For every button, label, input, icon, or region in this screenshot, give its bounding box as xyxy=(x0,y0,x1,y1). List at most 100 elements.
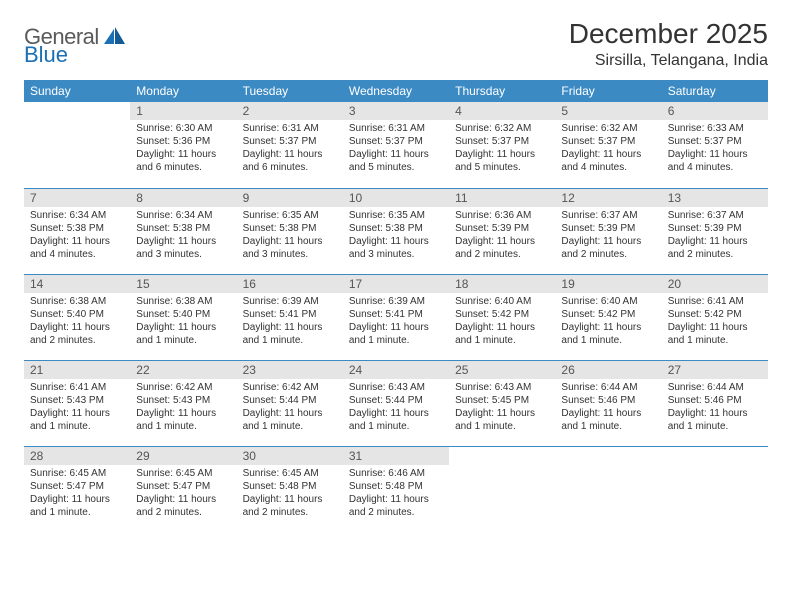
daylight-text: Daylight: 11 hours and 1 minute. xyxy=(668,321,762,347)
day-number: 10 xyxy=(343,189,449,207)
daylight-text: Daylight: 11 hours and 6 minutes. xyxy=(243,148,337,174)
sunrise-text: Sunrise: 6:46 AM xyxy=(349,467,443,480)
sunrise-text: Sunrise: 6:32 AM xyxy=(561,122,655,135)
day-cell: 3Sunrise: 6:31 AMSunset: 5:37 PMDaylight… xyxy=(343,102,449,188)
sunset-text: Sunset: 5:39 PM xyxy=(668,222,762,235)
day-number: 9 xyxy=(237,189,343,207)
day-number: 11 xyxy=(449,189,555,207)
sunrise-text: Sunrise: 6:43 AM xyxy=(349,381,443,394)
day-cell: 22Sunrise: 6:42 AMSunset: 5:43 PMDayligh… xyxy=(130,360,236,446)
sunrise-text: Sunrise: 6:44 AM xyxy=(561,381,655,394)
sunset-text: Sunset: 5:37 PM xyxy=(668,135,762,148)
sunrise-text: Sunrise: 6:44 AM xyxy=(668,381,762,394)
sunset-text: Sunset: 5:38 PM xyxy=(243,222,337,235)
daylight-text: Daylight: 11 hours and 1 minute. xyxy=(30,493,124,519)
location: Sirsilla, Telangana, India xyxy=(569,52,768,70)
day-cell: 26Sunrise: 6:44 AMSunset: 5:46 PMDayligh… xyxy=(555,360,661,446)
sunrise-text: Sunrise: 6:34 AM xyxy=(136,209,230,222)
day-cell xyxy=(555,446,661,532)
day-cell: 30Sunrise: 6:45 AMSunset: 5:48 PMDayligh… xyxy=(237,446,343,532)
day-number: 2 xyxy=(237,102,343,120)
daylight-text: Daylight: 11 hours and 1 minute. xyxy=(455,407,549,433)
calendar-body: 1Sunrise: 6:30 AMSunset: 5:36 PMDaylight… xyxy=(24,102,768,532)
daylight-text: Daylight: 11 hours and 1 minute. xyxy=(243,321,337,347)
month-title: December 2025 xyxy=(569,18,768,50)
day-data: Sunrise: 6:45 AMSunset: 5:47 PMDaylight:… xyxy=(24,465,130,523)
sunrise-text: Sunrise: 6:42 AM xyxy=(136,381,230,394)
sunset-text: Sunset: 5:37 PM xyxy=(243,135,337,148)
day-data: Sunrise: 6:32 AMSunset: 5:37 PMDaylight:… xyxy=(555,120,661,178)
day-data: Sunrise: 6:37 AMSunset: 5:39 PMDaylight:… xyxy=(555,207,661,265)
sunrise-text: Sunrise: 6:37 AM xyxy=(561,209,655,222)
day-data: Sunrise: 6:43 AMSunset: 5:45 PMDaylight:… xyxy=(449,379,555,437)
day-number: 13 xyxy=(662,189,768,207)
day-number: 6 xyxy=(662,102,768,120)
day-cell: 18Sunrise: 6:40 AMSunset: 5:42 PMDayligh… xyxy=(449,274,555,360)
day-data: Sunrise: 6:35 AMSunset: 5:38 PMDaylight:… xyxy=(237,207,343,265)
sunset-text: Sunset: 5:42 PM xyxy=(455,308,549,321)
day-cell: 13Sunrise: 6:37 AMSunset: 5:39 PMDayligh… xyxy=(662,188,768,274)
daylight-text: Daylight: 11 hours and 1 minute. xyxy=(455,321,549,347)
day-number: 4 xyxy=(449,102,555,120)
sunset-text: Sunset: 5:38 PM xyxy=(349,222,443,235)
sunset-text: Sunset: 5:47 PM xyxy=(136,480,230,493)
daylight-text: Daylight: 11 hours and 1 minute. xyxy=(243,407,337,433)
sunset-text: Sunset: 5:41 PM xyxy=(243,308,337,321)
sunrise-text: Sunrise: 6:45 AM xyxy=(136,467,230,480)
day-cell: 24Sunrise: 6:43 AMSunset: 5:44 PMDayligh… xyxy=(343,360,449,446)
day-data: Sunrise: 6:31 AMSunset: 5:37 PMDaylight:… xyxy=(237,120,343,178)
day-cell: 23Sunrise: 6:42 AMSunset: 5:44 PMDayligh… xyxy=(237,360,343,446)
day-number: 14 xyxy=(24,275,130,293)
day-cell xyxy=(24,102,130,188)
sunrise-text: Sunrise: 6:30 AM xyxy=(136,122,230,135)
day-data: Sunrise: 6:44 AMSunset: 5:46 PMDaylight:… xyxy=(555,379,661,437)
sunset-text: Sunset: 5:41 PM xyxy=(349,308,443,321)
day-number: 17 xyxy=(343,275,449,293)
sunrise-text: Sunrise: 6:40 AM xyxy=(455,295,549,308)
day-data: Sunrise: 6:45 AMSunset: 5:47 PMDaylight:… xyxy=(130,465,236,523)
sunrise-text: Sunrise: 6:31 AM xyxy=(243,122,337,135)
dow-sat: Saturday xyxy=(662,80,768,102)
day-cell: 16Sunrise: 6:39 AMSunset: 5:41 PMDayligh… xyxy=(237,274,343,360)
sunrise-text: Sunrise: 6:40 AM xyxy=(561,295,655,308)
sunrise-text: Sunrise: 6:41 AM xyxy=(30,381,124,394)
calendar-table: Sunday Monday Tuesday Wednesday Thursday… xyxy=(24,80,768,532)
sunset-text: Sunset: 5:47 PM xyxy=(30,480,124,493)
day-cell: 31Sunrise: 6:46 AMSunset: 5:48 PMDayligh… xyxy=(343,446,449,532)
sunset-text: Sunset: 5:46 PM xyxy=(668,394,762,407)
daylight-text: Daylight: 11 hours and 2 minutes. xyxy=(349,493,443,519)
dow-fri: Friday xyxy=(555,80,661,102)
sunset-text: Sunset: 5:38 PM xyxy=(30,222,124,235)
day-data: Sunrise: 6:39 AMSunset: 5:41 PMDaylight:… xyxy=(237,293,343,351)
sunset-text: Sunset: 5:43 PM xyxy=(30,394,124,407)
day-number: 5 xyxy=(555,102,661,120)
day-data: Sunrise: 6:36 AMSunset: 5:39 PMDaylight:… xyxy=(449,207,555,265)
day-of-week-row: Sunday Monday Tuesday Wednesday Thursday… xyxy=(24,80,768,102)
day-data: Sunrise: 6:32 AMSunset: 5:37 PMDaylight:… xyxy=(449,120,555,178)
day-data: Sunrise: 6:45 AMSunset: 5:48 PMDaylight:… xyxy=(237,465,343,523)
sunset-text: Sunset: 5:42 PM xyxy=(668,308,762,321)
header: General December 2025 Sirsilla, Telangan… xyxy=(24,18,768,70)
day-number: 22 xyxy=(130,361,236,379)
day-data: Sunrise: 6:33 AMSunset: 5:37 PMDaylight:… xyxy=(662,120,768,178)
day-data: Sunrise: 6:40 AMSunset: 5:42 PMDaylight:… xyxy=(449,293,555,351)
day-data: Sunrise: 6:39 AMSunset: 5:41 PMDaylight:… xyxy=(343,293,449,351)
day-data: Sunrise: 6:31 AMSunset: 5:37 PMDaylight:… xyxy=(343,120,449,178)
logo-text-part2: Blue xyxy=(24,42,68,68)
day-data: Sunrise: 6:46 AMSunset: 5:48 PMDaylight:… xyxy=(343,465,449,523)
day-data: Sunrise: 6:42 AMSunset: 5:44 PMDaylight:… xyxy=(237,379,343,437)
day-data: Sunrise: 6:34 AMSunset: 5:38 PMDaylight:… xyxy=(24,207,130,265)
sunset-text: Sunset: 5:38 PM xyxy=(136,222,230,235)
day-cell: 29Sunrise: 6:45 AMSunset: 5:47 PMDayligh… xyxy=(130,446,236,532)
day-data: Sunrise: 6:30 AMSunset: 5:36 PMDaylight:… xyxy=(130,120,236,178)
sunrise-text: Sunrise: 6:35 AM xyxy=(243,209,337,222)
day-cell: 9Sunrise: 6:35 AMSunset: 5:38 PMDaylight… xyxy=(237,188,343,274)
day-cell xyxy=(449,446,555,532)
day-cell: 7Sunrise: 6:34 AMSunset: 5:38 PMDaylight… xyxy=(24,188,130,274)
day-cell: 8Sunrise: 6:34 AMSunset: 5:38 PMDaylight… xyxy=(130,188,236,274)
sunrise-text: Sunrise: 6:39 AM xyxy=(243,295,337,308)
day-cell: 6Sunrise: 6:33 AMSunset: 5:37 PMDaylight… xyxy=(662,102,768,188)
day-number: 24 xyxy=(343,361,449,379)
daylight-text: Daylight: 11 hours and 1 minute. xyxy=(136,321,230,347)
day-data: Sunrise: 6:42 AMSunset: 5:43 PMDaylight:… xyxy=(130,379,236,437)
